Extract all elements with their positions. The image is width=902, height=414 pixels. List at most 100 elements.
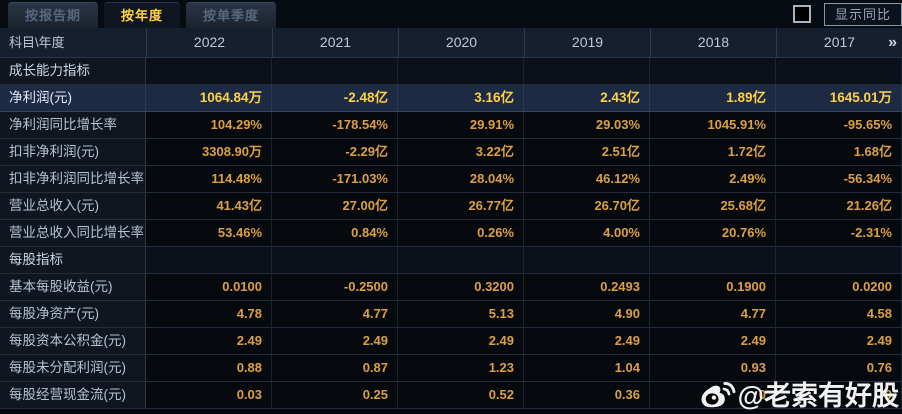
table-cell: 26.70亿: [524, 193, 650, 220]
table-cell: [524, 58, 650, 85]
table-cell: 0.3200: [398, 274, 524, 301]
row-label: 成长能力指标: [0, 58, 146, 85]
table-row: 净利润(元) 1064.84万 -2.48亿 3.16亿 2.43亿 1.89亿 1645.…: [0, 85, 902, 112]
table-cell: 46.12%: [524, 166, 650, 193]
table-cell: 0.2493: [524, 274, 650, 301]
row-label: 净利润(元): [0, 85, 146, 112]
table-cell: 3.22亿: [398, 139, 524, 166]
row-label: 扣非净利润同比增长率: [0, 166, 146, 193]
row-label: 每股净资产(元): [0, 301, 146, 328]
table-cell: 4.78: [146, 301, 272, 328]
table-row: 每股资本公积金(元) 2.49 2.49 2.49 2.49 2.49 2.49: [0, 328, 902, 355]
row-label: 扣非净利润(元): [0, 139, 146, 166]
table-body: 成长能力指标 净利润(元) 1064.84万 -2.48亿 3.16亿 2.43亿 1.89…: [0, 58, 902, 409]
table-cell: 2.49: [272, 328, 398, 355]
year-column-header: 2018: [650, 28, 776, 58]
table-cell: 53.46%: [146, 220, 272, 247]
table-cell: 1064.84万: [146, 85, 272, 112]
table-row: 基本每股收益(元) 0.0100 -0.2500 0.3200 0.2493 0.1900…: [0, 274, 902, 301]
table-cell: 1.89亿: [650, 85, 776, 112]
year-column-header: 2017»: [776, 28, 902, 58]
table-cell: 0.26%: [398, 220, 524, 247]
table-cell: 1.04: [524, 355, 650, 382]
table-cell: 0.52: [398, 382, 524, 409]
tab-by-quarter[interactable]: 按单季度: [186, 2, 277, 28]
table-cell: [272, 58, 398, 85]
row-label: 营业总收入(元): [0, 193, 146, 220]
row-label: 营业总收入同比增长率: [0, 220, 146, 247]
table-cell: [398, 247, 524, 274]
table-cell: 2.49: [650, 328, 776, 355]
table-cell: 2.49: [146, 328, 272, 355]
table-row: 营业总收入(元) 41.43亿 27.00亿 26.77亿 26.70亿 25.68亿 21…: [0, 193, 902, 220]
table-cell: 0.1900: [650, 274, 776, 301]
table-cell: [524, 247, 650, 274]
table-cell: 0.25: [272, 382, 398, 409]
table-cell: 1.68亿: [776, 139, 902, 166]
table-cell: [398, 58, 524, 85]
table-row: 每股净资产(元) 4.78 4.77 5.13 4.90 4.77 4.58: [0, 301, 902, 328]
table-cell: 0.03: [146, 382, 272, 409]
table-cell: 1045.91%: [650, 112, 776, 139]
table-cell: 1645.01万: [776, 85, 902, 112]
table-cell: 2.43亿: [524, 85, 650, 112]
table-cell: 2.49: [398, 328, 524, 355]
table-cell: -0.2500: [272, 274, 398, 301]
table-cell: 0.76: [776, 355, 902, 382]
year-column-header: 2021: [272, 28, 398, 58]
table-cell: 29.03%: [524, 112, 650, 139]
section-row: 成长能力指标: [0, 58, 902, 85]
table-cell: 4.77: [272, 301, 398, 328]
table-cell: 21.26亿: [776, 193, 902, 220]
row-label: 基本每股收益(元): [0, 274, 146, 301]
table-cell: 2.49: [776, 328, 902, 355]
table-cell: 104.29%: [146, 112, 272, 139]
table-cell: 9: [776, 382, 902, 409]
table-cell: 4.58: [776, 301, 902, 328]
table-cell: [776, 247, 902, 274]
table-cell: 2.51亿: [524, 139, 650, 166]
table-cell: 0.0200: [776, 274, 902, 301]
table-cell: 1.72亿: [650, 139, 776, 166]
table-cell: [146, 247, 272, 274]
table-cell: -171.03%: [272, 166, 398, 193]
table-row: 扣非净利润同比增长率 114.48% -171.03% 28.04% 46.12% 2.4…: [0, 166, 902, 193]
table-cell: 41.43亿: [146, 193, 272, 220]
section-row: 每股指标: [0, 247, 902, 274]
table-cell: 114.48%: [146, 166, 272, 193]
period-tabbar: 按报告期 按年度 按单季度 显示同比: [0, 0, 902, 28]
financial-indicators-table: 科目\年度 2022 2021 2020 2019 2018 2017» 成长能力指标 净利…: [0, 28, 902, 409]
table-cell: 27.00亿: [272, 193, 398, 220]
table-cell: 5.13: [398, 301, 524, 328]
table-cell: 28.04%: [398, 166, 524, 193]
corner-header: 科目\年度: [0, 28, 146, 58]
table-cell: 0.0100: [146, 274, 272, 301]
table-cell: 4.00%: [524, 220, 650, 247]
table-cell: 3308.90万: [146, 139, 272, 166]
tab-by-year[interactable]: 按年度: [104, 2, 181, 28]
table-cell: -56.34%: [776, 166, 902, 193]
year-column-header: 2020: [398, 28, 524, 58]
table-cell: 4.90: [524, 301, 650, 328]
table-cell: 0.93: [650, 355, 776, 382]
tab-by-report-period[interactable]: 按报告期: [8, 2, 99, 28]
table-cell: -2.31%: [776, 220, 902, 247]
row-label: 每股未分配利润(元): [0, 355, 146, 382]
table-cell: [776, 58, 902, 85]
table-cell: 4.77: [650, 301, 776, 328]
show-yoy-checkbox[interactable]: [792, 5, 811, 23]
table-cell: 0.84%: [272, 220, 398, 247]
year-column-header: 2019: [524, 28, 650, 58]
table-cell: 29.91%: [398, 112, 524, 139]
table-cell: 20.76%: [650, 220, 776, 247]
row-label: 每股指标: [0, 247, 146, 274]
show-yoy-button[interactable]: 显示同比: [823, 3, 902, 26]
table-row: 每股未分配利润(元) 0.88 0.87 1.23 1.04 0.93 0.76: [0, 355, 902, 382]
table-cell: 2.49%: [650, 166, 776, 193]
table-cell: 0: [650, 382, 776, 409]
more-years-icon[interactable]: »: [888, 34, 897, 51]
table-cell: -178.54%: [272, 112, 398, 139]
table-cell: [650, 247, 776, 274]
table-cell: 25.68亿: [650, 193, 776, 220]
table-cell: 26.77亿: [398, 193, 524, 220]
